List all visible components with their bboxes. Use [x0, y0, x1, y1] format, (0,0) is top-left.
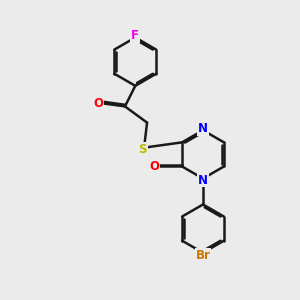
Text: N: N — [198, 122, 208, 135]
Text: Br: Br — [196, 249, 210, 262]
Text: O: O — [149, 160, 159, 173]
Text: N: N — [198, 173, 208, 187]
Text: O: O — [93, 97, 103, 110]
Text: F: F — [131, 29, 139, 42]
Text: S: S — [138, 142, 147, 156]
